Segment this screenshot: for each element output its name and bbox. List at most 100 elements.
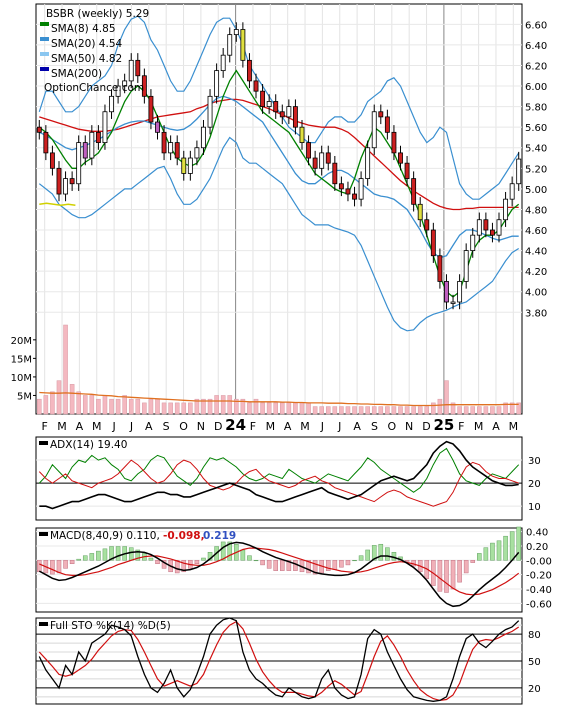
volume-bar [69,384,75,415]
volume-bar [36,398,42,415]
volume-bar [385,406,390,415]
candle-body [109,95,114,113]
candle-body [49,152,55,169]
macd-histogram-bar [63,560,68,569]
volume-bar [96,398,101,415]
candle-body [292,106,298,128]
legend-entry: SMA(8) 4.85 [51,23,116,35]
x-tick-label: 25 [433,416,454,434]
macd-histogram-bar [266,560,272,569]
macd-histogram-bar [490,542,495,561]
x-tick-label: M [92,420,102,433]
macd-histogram-bar [260,560,265,566]
candle-body [273,101,279,113]
x-tick-label: N [197,420,205,433]
volume-bar [234,398,239,415]
x-tick-label: A [76,420,84,433]
macd-histogram-bar [339,560,344,568]
candle-body [503,198,509,221]
x-tick-label: F [458,420,464,433]
macd-histogram-bar [483,547,489,561]
x-tick-label: N [405,420,413,433]
volume-bar [424,406,430,415]
price-tick-label: 5.20 [525,164,547,175]
volume-bar [253,398,259,415]
volume-bar [63,324,68,415]
volume-bar [325,406,331,415]
macd-tick-label: 0.20 [526,542,548,553]
candle-body [417,203,423,221]
volume-bar [391,406,397,415]
price-tick-label: 5.80 [525,103,547,114]
sma50-line [39,98,519,211]
volume-bar [174,402,180,415]
adx-tick-label: 10 [528,502,541,513]
volume-bar [50,391,55,415]
volume-bar [457,406,462,415]
macd-histogram-bar [247,555,252,561]
candle-body [168,142,174,154]
macd-histogram-bar [450,560,456,590]
macd-histogram-bar [279,560,285,571]
macd-histogram-bar [201,557,206,561]
macd-histogram-bar [181,560,187,573]
candle-body [444,281,449,303]
x-tick-label: A [492,420,500,433]
volume-average-line [39,391,519,407]
candle-body [345,188,351,195]
price-tick-label: 6.40 [525,41,547,52]
candle-body [233,29,239,36]
candle-body [220,54,226,72]
sto-legend-label: Full STO %K(14) %D(5) [50,620,171,632]
upper-band-line [38,15,520,200]
macd-tick-label: -0.40 [526,585,552,596]
x-tick-label: A [284,420,292,433]
volume-bar [365,406,370,415]
candle-body [187,157,193,174]
macd-histogram-bar [503,535,508,561]
candle-body [470,234,476,251]
candle-body [135,59,141,77]
volume-bar [266,402,272,415]
candle-body [128,59,134,82]
sto-legend-swatch [39,622,48,626]
macd-histogram-bar [227,541,233,561]
volume-bar [312,406,318,415]
macd-histogram-bar [174,560,180,574]
lower-band-line [38,136,520,332]
volume-tick-label: 5M [17,391,32,402]
macd-histogram-bar [457,560,462,583]
x-tick-label: S [163,420,170,433]
price-tick-label: 3.80 [525,308,547,319]
candle-body [194,147,200,159]
candle-body [312,157,318,169]
volume-tick-label: 10M [11,373,32,384]
volume-bar [483,406,489,415]
adx-line [39,440,519,510]
candle-body [352,193,357,200]
volume-bar [411,406,416,415]
adx-legend-swatch [39,441,48,445]
macd-histogram-bar [345,560,351,566]
macd-histogram-bar [371,545,377,561]
volume-bar [247,402,252,415]
volume-bar [188,402,193,415]
volume-bar [509,402,515,415]
candle-body [338,183,344,190]
volume-bar [437,398,443,415]
candle-body [463,250,469,282]
legend-entry: SMA(20) 4.54 [51,38,122,50]
adx-tick-label: 30 [528,456,541,467]
macd-histogram-bar [240,549,246,561]
macd-histogram-bar [358,555,364,561]
macd-histogram-bar [194,560,200,565]
x-tick-label: M [474,420,484,433]
macd-tick-label: 0.40 [526,528,548,539]
candle-body [240,29,246,61]
volume-bar [378,406,384,415]
sto-k-line [38,617,520,702]
volume-bar [286,402,292,415]
price-tick-label: 4.20 [525,267,547,278]
volume-tick-label: 15M [11,354,32,365]
volume-bar [43,395,49,415]
